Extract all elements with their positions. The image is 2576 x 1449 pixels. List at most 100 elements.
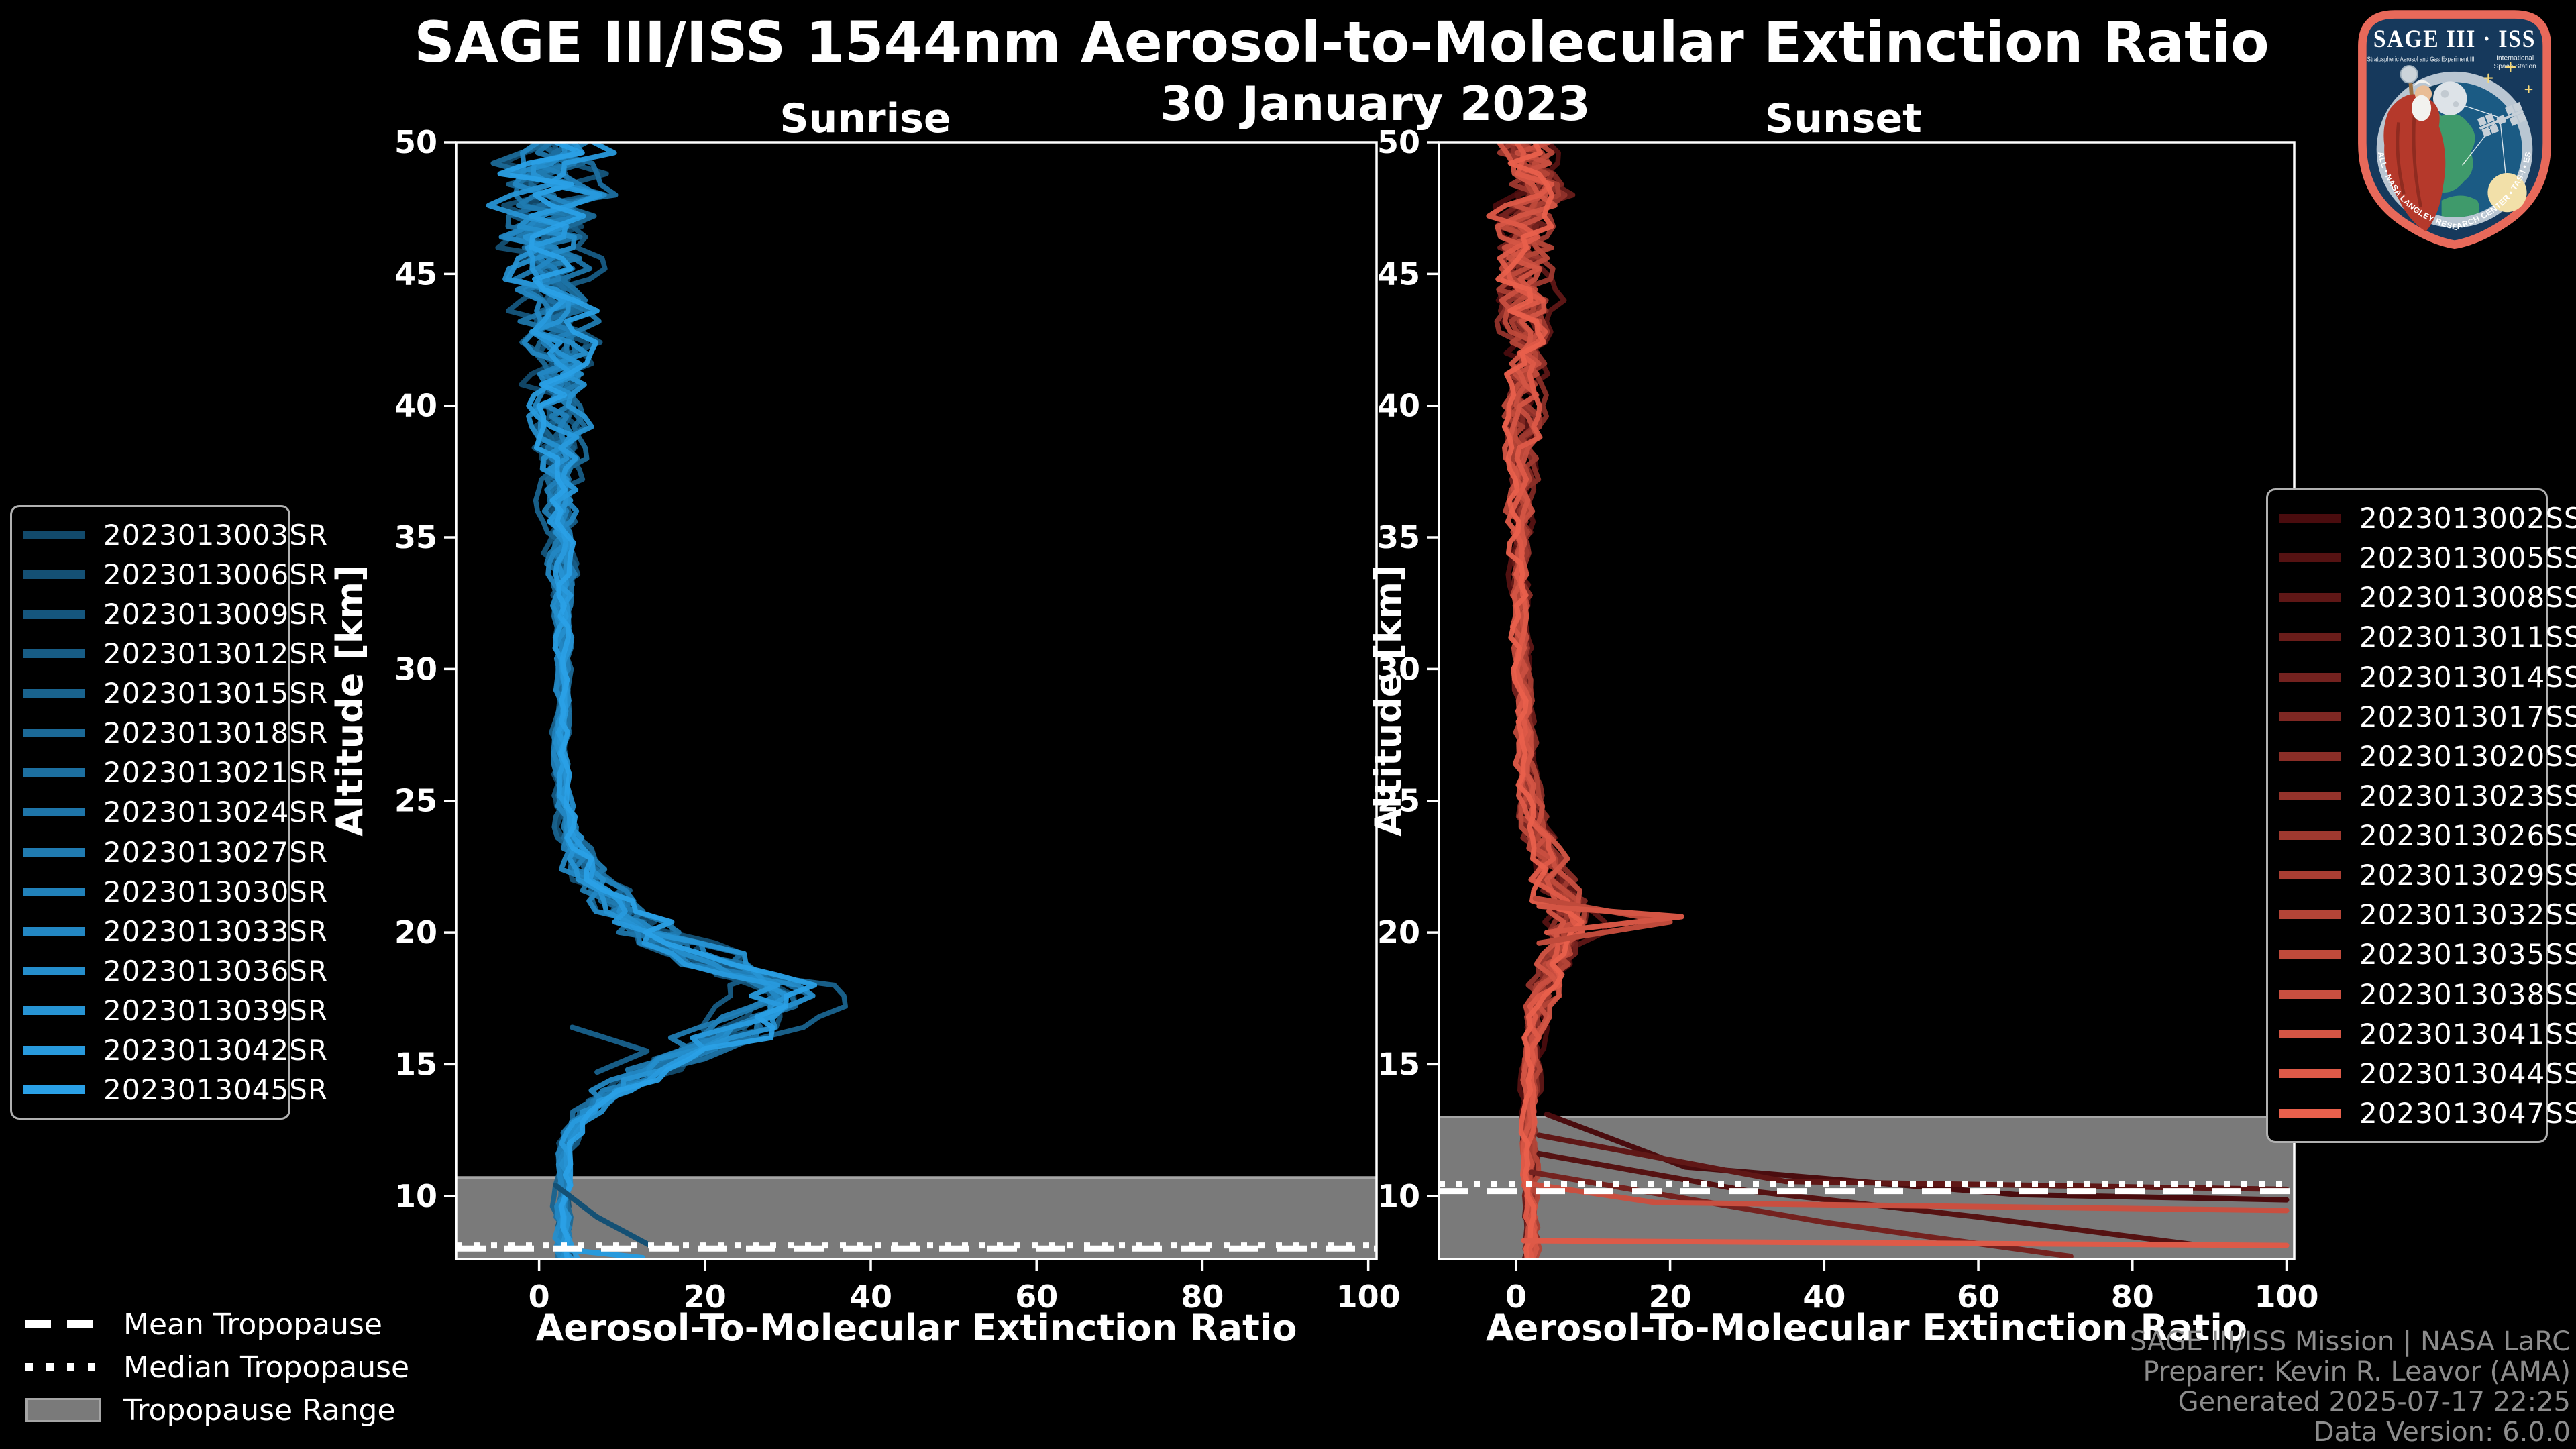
- profile-line-2023013045SR: [497, 142, 818, 1259]
- legend-label: 2023013041SS: [2359, 1017, 2576, 1051]
- moon-crater: [2453, 101, 2459, 107]
- legend-swatch: [23, 570, 85, 580]
- legend-item: 2023013044SS: [2279, 1054, 2576, 1093]
- y-tick-label: 50: [1377, 124, 1420, 160]
- y-axis-label: Altitude [km]: [1367, 565, 1409, 837]
- legend-item: 2023013023SS: [2279, 776, 2576, 815]
- logo-subtitle-left: Stratospheric Aerosol and Gas Experiment…: [2367, 56, 2475, 63]
- legend-label: 2023013033SR: [103, 914, 329, 948]
- y-tick-label: 45: [1377, 256, 1420, 292]
- dashed-line-icon: [25, 1320, 101, 1328]
- y-tick-label: 10: [1377, 1178, 1420, 1214]
- legend-swatch: [23, 966, 85, 975]
- credits-data-version: Data Version: 6.0.0: [2313, 1417, 2571, 1448]
- legend-swatch: [2279, 633, 2341, 642]
- legend-swatch: [2279, 593, 2341, 602]
- logo-stars: [2483, 62, 2533, 93]
- legend-label: 2023013005SS: [2359, 541, 2576, 575]
- sunset-panel-title: Sunset: [1765, 95, 1922, 142]
- outlier-line: [1521, 1238, 2290, 1248]
- legend-item: 2023013021SR: [23, 753, 327, 792]
- mean-tropopause-label: Mean Tropopause: [123, 1307, 382, 1342]
- credits-preparer: Preparer: Kevin R. Leavor (AMA): [2143, 1356, 2571, 1387]
- outlier-line: [1532, 896, 1673, 946]
- x-tick-label: 60: [1015, 1279, 1058, 1315]
- legend-swatch: [23, 847, 85, 857]
- profile-line-2023013047SS: [1495, 142, 1585, 1259]
- legend-item: 2023013029SS: [2279, 856, 2576, 895]
- legend-item: 2023013017SS: [2279, 697, 2576, 736]
- x-tick-label: 40: [1803, 1279, 1845, 1315]
- legend-item: 2023013033SR: [23, 912, 327, 951]
- sunrise-legend: 2023013003SR 2023013006SR 2023013009SR 2023…: [10, 505, 327, 1120]
- y-tick-label: 30: [1377, 651, 1420, 687]
- legend-item: 2023013015SR: [23, 674, 327, 713]
- legend-item: 2023013002SS: [2279, 499, 2576, 538]
- x-tick-label: 80: [1181, 1279, 1224, 1315]
- credits: SAGE III/ISS Mission | NASA LaRC Prepare…: [2130, 1327, 2571, 1448]
- axes-box: [455, 141, 1378, 1260]
- panel-sunset: 0 20 40 60 80 100 10 15 20 25 30 35 40 45 50 Aerosol-To…: [1367, 124, 2319, 1349]
- legend-swatch: [23, 926, 85, 936]
- y-axis-label: Altitude [km]: [329, 565, 371, 837]
- logo-title: SAGE III · ISS: [2373, 25, 2536, 52]
- legend-label: 2023013039SR: [103, 994, 329, 1027]
- x-tick-label: 100: [2254, 1279, 2318, 1315]
- y-tick-label: 20: [1377, 914, 1420, 951]
- tropopause-range-label: Tropopause Range: [123, 1393, 396, 1428]
- legend-swatch: [2279, 514, 2341, 523]
- legend-label: 2023013020SS: [2359, 739, 2576, 773]
- y-tick-label: 30: [394, 651, 437, 687]
- legend-swatch: [2279, 672, 2341, 682]
- legend-item: 2023013038SS: [2279, 975, 2576, 1014]
- sunrise-panel-title: Sunrise: [780, 95, 951, 142]
- legend-item: 2023013006SR: [23, 555, 327, 594]
- legend-label: 2023013032SS: [2359, 898, 2576, 932]
- y-tick-label: 25: [394, 783, 437, 819]
- legend-item: 2023013045SR: [23, 1070, 327, 1109]
- legend-label: 2023013030SR: [103, 875, 329, 908]
- legend-label: 2023013044SS: [2359, 1057, 2576, 1090]
- profile-line-2023013039SR: [486, 142, 790, 1259]
- legend-item: 2023013041SS: [2279, 1014, 2576, 1053]
- axes-box: [1438, 141, 2296, 1260]
- legend-label: 2023013035SS: [2359, 938, 2576, 971]
- legend-swatch: [23, 689, 85, 698]
- y-tick-label: 50: [394, 124, 437, 160]
- legend-swatch: [2279, 989, 2341, 999]
- median-tropopause-label: Median Tropopause: [123, 1350, 410, 1385]
- legend-item: 2023013042SR: [23, 1030, 327, 1069]
- legend-swatch: [23, 887, 85, 896]
- legend-item: 2023013003SR: [23, 516, 327, 555]
- ticks-sunset: 0 20 40 60 80 100 10 15 20 25 30 35 40 45 50: [1377, 124, 2319, 1315]
- y-tick-label: 35: [394, 519, 437, 555]
- legend-item: 2023013009SR: [23, 595, 327, 634]
- legend-item: 2023013047SS: [2279, 1093, 2576, 1132]
- legend-item: 2023013039SR: [23, 991, 327, 1030]
- legend-swatch: [2279, 1029, 2341, 1038]
- legend-label: 2023013026SS: [2359, 819, 2576, 853]
- logo-iss: [2477, 102, 2527, 138]
- sage-iss-logo: SAGE III · ISS Stratospheric Aerosol and…: [2344, 5, 2551, 250]
- x-tick-label: 20: [684, 1279, 727, 1315]
- date-subtitle: 30 January 2023: [1160, 76, 1591, 131]
- legend-swatch: [23, 808, 85, 817]
- legend-swatch: [2279, 831, 2341, 841]
- sunset-legend: 2023013002SS 2023013005SS 2023013008SS 2023…: [2266, 488, 2576, 1143]
- legend-label: 2023013008SS: [2359, 581, 2576, 614]
- x-axis-label: Aerosol-To-Molecular Extinction Ratio: [1486, 1307, 2247, 1349]
- x-tick-label: 100: [1336, 1279, 1401, 1315]
- legend-label: 2023013018SR: [103, 716, 329, 750]
- y-tick-label: 35: [1377, 519, 1420, 555]
- x-tick-label: 40: [849, 1279, 892, 1315]
- credits-generated: Generated 2025-07-17 22:25: [2178, 1387, 2571, 1417]
- legend-swatch: [2279, 871, 2341, 880]
- legend-item: 2023013036SR: [23, 951, 327, 990]
- legend-swatch: [2279, 751, 2341, 761]
- x-tick-label: 80: [2111, 1279, 2154, 1315]
- legend-label: 2023013015SR: [103, 677, 329, 710]
- moon-crater: [2440, 90, 2449, 98]
- legend-item: 2023013024SR: [23, 793, 327, 832]
